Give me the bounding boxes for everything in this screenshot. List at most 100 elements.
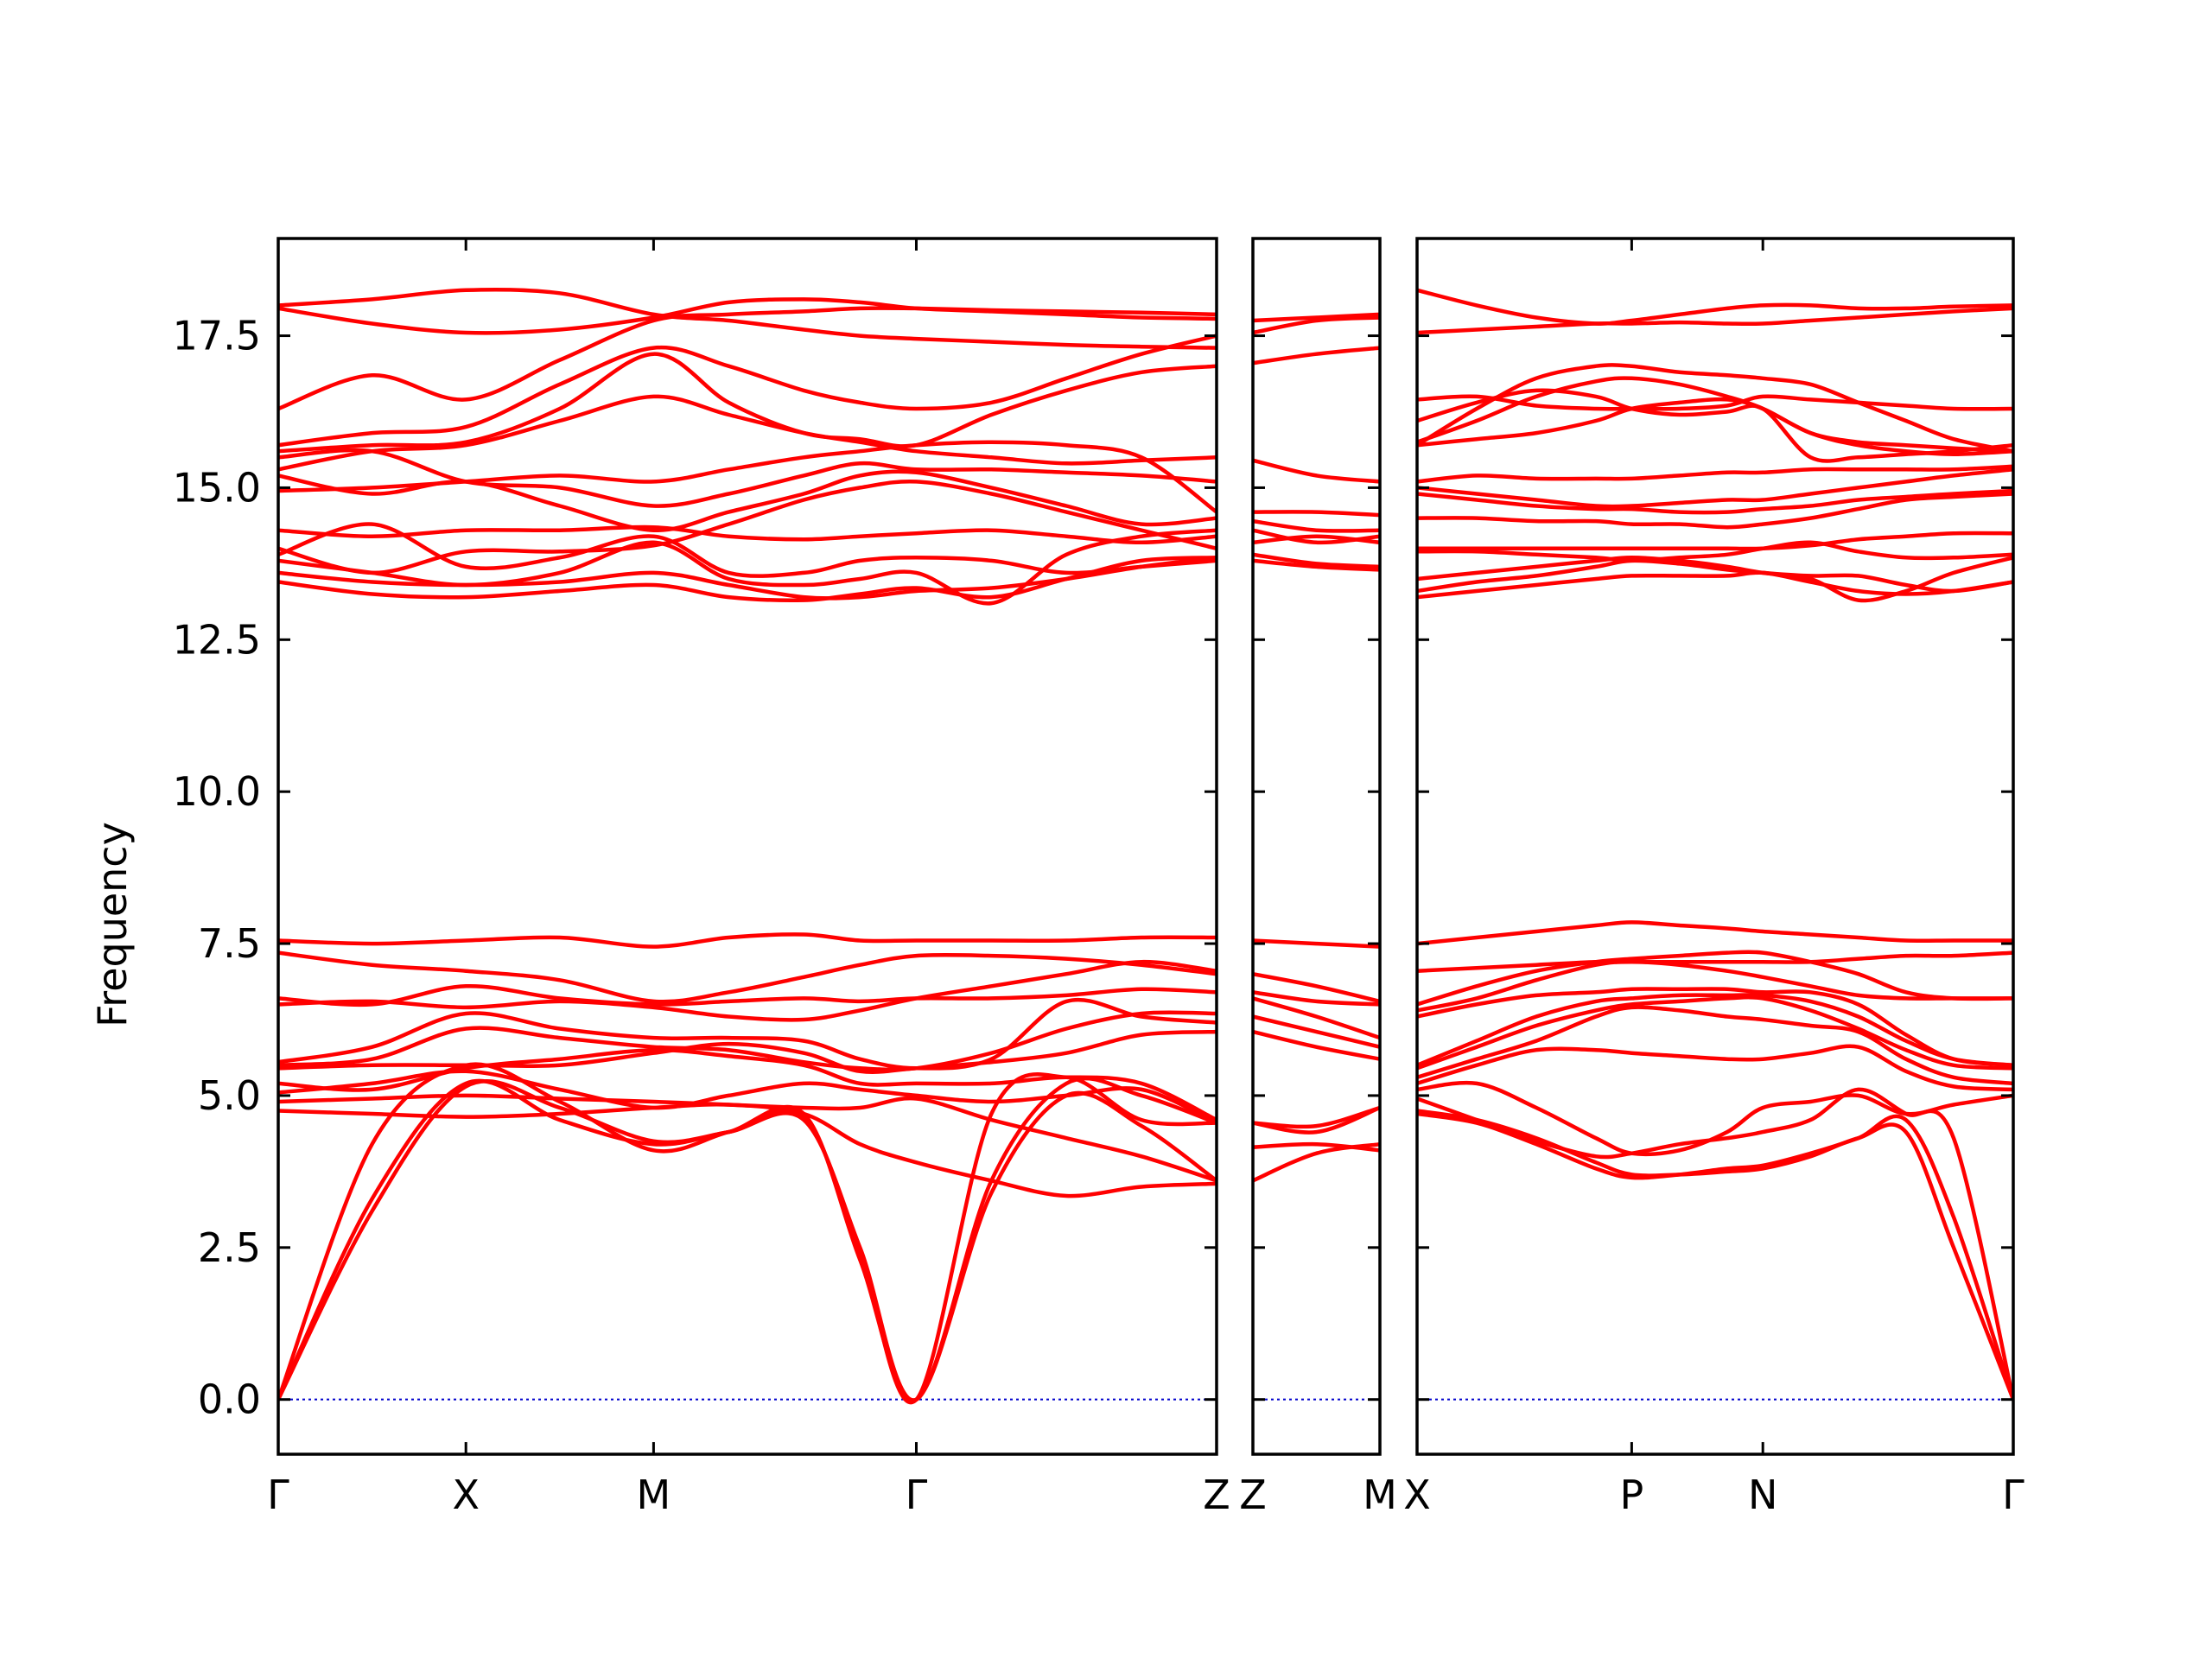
band-line-10 (278, 524, 1217, 545)
band-line-29 (1417, 1111, 2013, 1402)
x-tick-label: Z (1203, 1471, 1230, 1518)
band-line-5 (278, 352, 1217, 454)
x-tick-label: P (1620, 1471, 1644, 1518)
band-line-23 (1417, 995, 2013, 1071)
band-line-22 (1417, 993, 2013, 1068)
plot-panels: Γ X M Γ Z Z M X P N Γ0.02.55.07.510.012.515.017.5 (173, 237, 2024, 1518)
band-line-8 (278, 440, 1217, 514)
x-tick-label: Γ (2002, 1471, 2024, 1518)
band-line-13 (1253, 990, 1380, 1007)
band-line-18 (1253, 1105, 1380, 1135)
x-tick-label: M (637, 1471, 671, 1518)
band-line-15 (278, 556, 1217, 602)
x-tick-label: M (1363, 1471, 1397, 1518)
band-line-16 (278, 932, 1217, 949)
band-line-20 (278, 997, 1217, 1071)
band-line-9 (1417, 467, 2013, 509)
band-line-12 (1417, 531, 2013, 551)
band-line-28 (1417, 1109, 2013, 1402)
band-line-14 (1417, 556, 2013, 603)
y-tick-label: 7.5 (198, 920, 261, 967)
panel-frame (1251, 237, 1382, 1456)
band-line-13 (1417, 540, 2013, 563)
y-tick-label: 10.0 (173, 768, 261, 815)
bands (1253, 312, 1380, 1183)
band-line-11 (278, 479, 1217, 575)
band-line-7 (1417, 397, 2013, 454)
x-tick-label: Γ (906, 1471, 928, 1518)
band-line-26 (278, 1102, 1217, 1198)
band-line-10 (1417, 488, 2013, 515)
band-line-3 (1253, 346, 1380, 365)
band-line-12 (1253, 971, 1380, 1004)
bands (278, 287, 1217, 1405)
band-line-24 (1417, 1005, 2013, 1086)
x-tick-label: X (1403, 1471, 1431, 1518)
band-line-17 (278, 950, 1217, 1004)
band-line-12 (278, 522, 1217, 578)
band-line-19 (1417, 950, 2013, 1007)
band-line-20 (1417, 959, 2013, 1013)
band-line-15 (1253, 1014, 1380, 1049)
y-tick-label: 17.5 (173, 313, 261, 359)
band-line-15 (1417, 558, 2013, 594)
y-axis-label: Frequency (89, 822, 136, 1027)
band-line-11 (1253, 938, 1380, 949)
band-line-6 (1417, 376, 2013, 456)
band-line-19 (1253, 1141, 1380, 1153)
band-line-16 (1417, 570, 2013, 600)
band-line-6 (278, 394, 1217, 472)
x-tick-label: Γ (267, 1471, 289, 1518)
band-line-8 (1417, 464, 2013, 484)
band-line-19 (278, 959, 1217, 1022)
band-line-3 (278, 306, 1217, 411)
band-line-6 (1253, 518, 1380, 533)
band-line-4 (278, 334, 1217, 448)
x-tick-label: X (452, 1471, 480, 1518)
band-line-4 (1253, 458, 1380, 484)
band-line-1 (1253, 312, 1380, 323)
x-tick-label: N (1748, 1471, 1777, 1518)
band-line-16 (1253, 1029, 1380, 1061)
band-line-27 (1417, 1087, 2013, 1402)
band-line-4 (1417, 388, 2013, 463)
band-line-11 (1417, 492, 2013, 530)
bands (1417, 288, 2013, 1402)
band-line-3 (1417, 394, 2013, 411)
x-tick-label: Z (1239, 1471, 1267, 1518)
y-tick-label: 15.0 (173, 464, 261, 511)
band-line-9 (278, 469, 1217, 532)
y-tick-label: 0.0 (198, 1376, 261, 1423)
band-line-2 (1253, 315, 1380, 335)
band-line-1 (1417, 288, 2013, 326)
y-tick-label: 5.0 (198, 1072, 261, 1119)
band-line-20 (1253, 1141, 1380, 1183)
band-line-10 (1253, 558, 1380, 572)
band-line-5 (1417, 363, 2013, 454)
band-line-21 (278, 1010, 1217, 1072)
band-line-7 (278, 448, 1217, 508)
band-line-5 (1253, 510, 1380, 518)
band-line-2 (1417, 306, 2013, 335)
band-line-9 (1253, 552, 1380, 569)
band-line-25 (1417, 1044, 2013, 1092)
y-tick-label: 12.5 (173, 616, 261, 663)
band-line-18 (1417, 950, 2013, 973)
band-line-18 (278, 984, 1217, 1007)
y-tick-label: 2.5 (198, 1224, 261, 1271)
band-line-17 (1417, 920, 2013, 946)
band-line-8 (1253, 534, 1380, 545)
band-line-21 (1417, 987, 2013, 1068)
panel-frame (1415, 237, 2015, 1456)
panel-frame (276, 237, 1218, 1456)
band-line-1 (278, 287, 1217, 350)
band-line-13 (278, 528, 1217, 606)
band-line-2 (278, 297, 1217, 335)
y-tick-labels: 0.0 2.5 5.0 7.5 10.0 12.5 15.0 17.5 (173, 313, 261, 1423)
band-line-7 (1253, 528, 1380, 545)
band-line-14 (1253, 996, 1380, 1040)
